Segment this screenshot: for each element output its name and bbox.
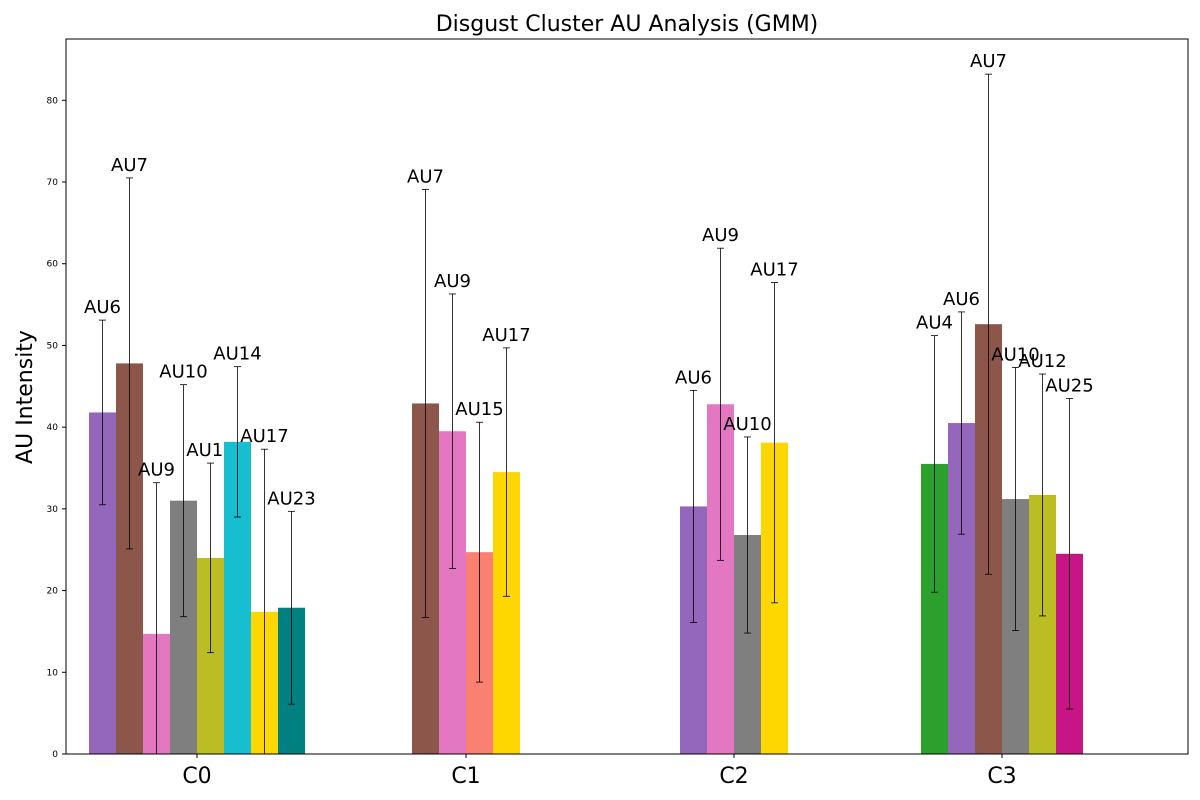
y-tick-label: 60 xyxy=(47,260,59,270)
y-tick-label: 10 xyxy=(47,668,59,678)
y-tick-label: 40 xyxy=(47,423,59,433)
bar-label: AU7 xyxy=(970,51,1007,72)
plot-frame xyxy=(65,38,1189,755)
x-tick-label: C2 xyxy=(719,764,748,789)
bar-label: AU7 xyxy=(111,155,148,176)
y-tick-label: 80 xyxy=(47,96,59,106)
bar-label: AU25 xyxy=(1045,376,1093,397)
chart-title: Disgust Cluster AU Analysis (GMM) xyxy=(436,12,819,37)
bar-label: AU15 xyxy=(455,399,503,420)
bar-label: AU17 xyxy=(482,325,530,346)
bar-label: AU7 xyxy=(407,166,444,187)
y-tick-label: 70 xyxy=(47,178,59,188)
bar-label: AU23 xyxy=(267,488,315,509)
x-tick-label: C1 xyxy=(451,764,480,789)
y-tick-label: 20 xyxy=(47,587,59,597)
bar-label: AU17 xyxy=(750,260,798,281)
y-axis-label: AU Intensity xyxy=(13,330,38,464)
bar-label: AU9 xyxy=(702,225,739,246)
bar-label: AU4 xyxy=(916,313,953,334)
y-tick-label: 50 xyxy=(47,341,59,351)
bar-label: AU6 xyxy=(84,297,121,318)
bar-label: AU9 xyxy=(138,460,175,481)
bar-label: AU17 xyxy=(240,426,288,447)
bar-label: AU10 xyxy=(723,414,771,435)
bar-label: AU12 xyxy=(186,440,234,461)
x-tick-label: C0 xyxy=(182,764,211,789)
bar-label: AU10 xyxy=(991,344,1039,365)
bar-label: AU12 xyxy=(1018,351,1066,372)
bar-label: AU14 xyxy=(213,344,261,365)
bar-label: AU6 xyxy=(675,367,712,388)
y-tick-label: 0 xyxy=(52,750,58,760)
plot-area: 01020304050607080C0AU6AU7AU9AU10AU12AU14… xyxy=(47,51,1094,789)
x-tick-label: C3 xyxy=(987,764,1016,789)
bar-label: AU6 xyxy=(943,289,980,310)
bar-label: AU10 xyxy=(159,362,207,383)
y-tick-label: 30 xyxy=(47,505,59,515)
bar-label: AU9 xyxy=(434,271,471,292)
